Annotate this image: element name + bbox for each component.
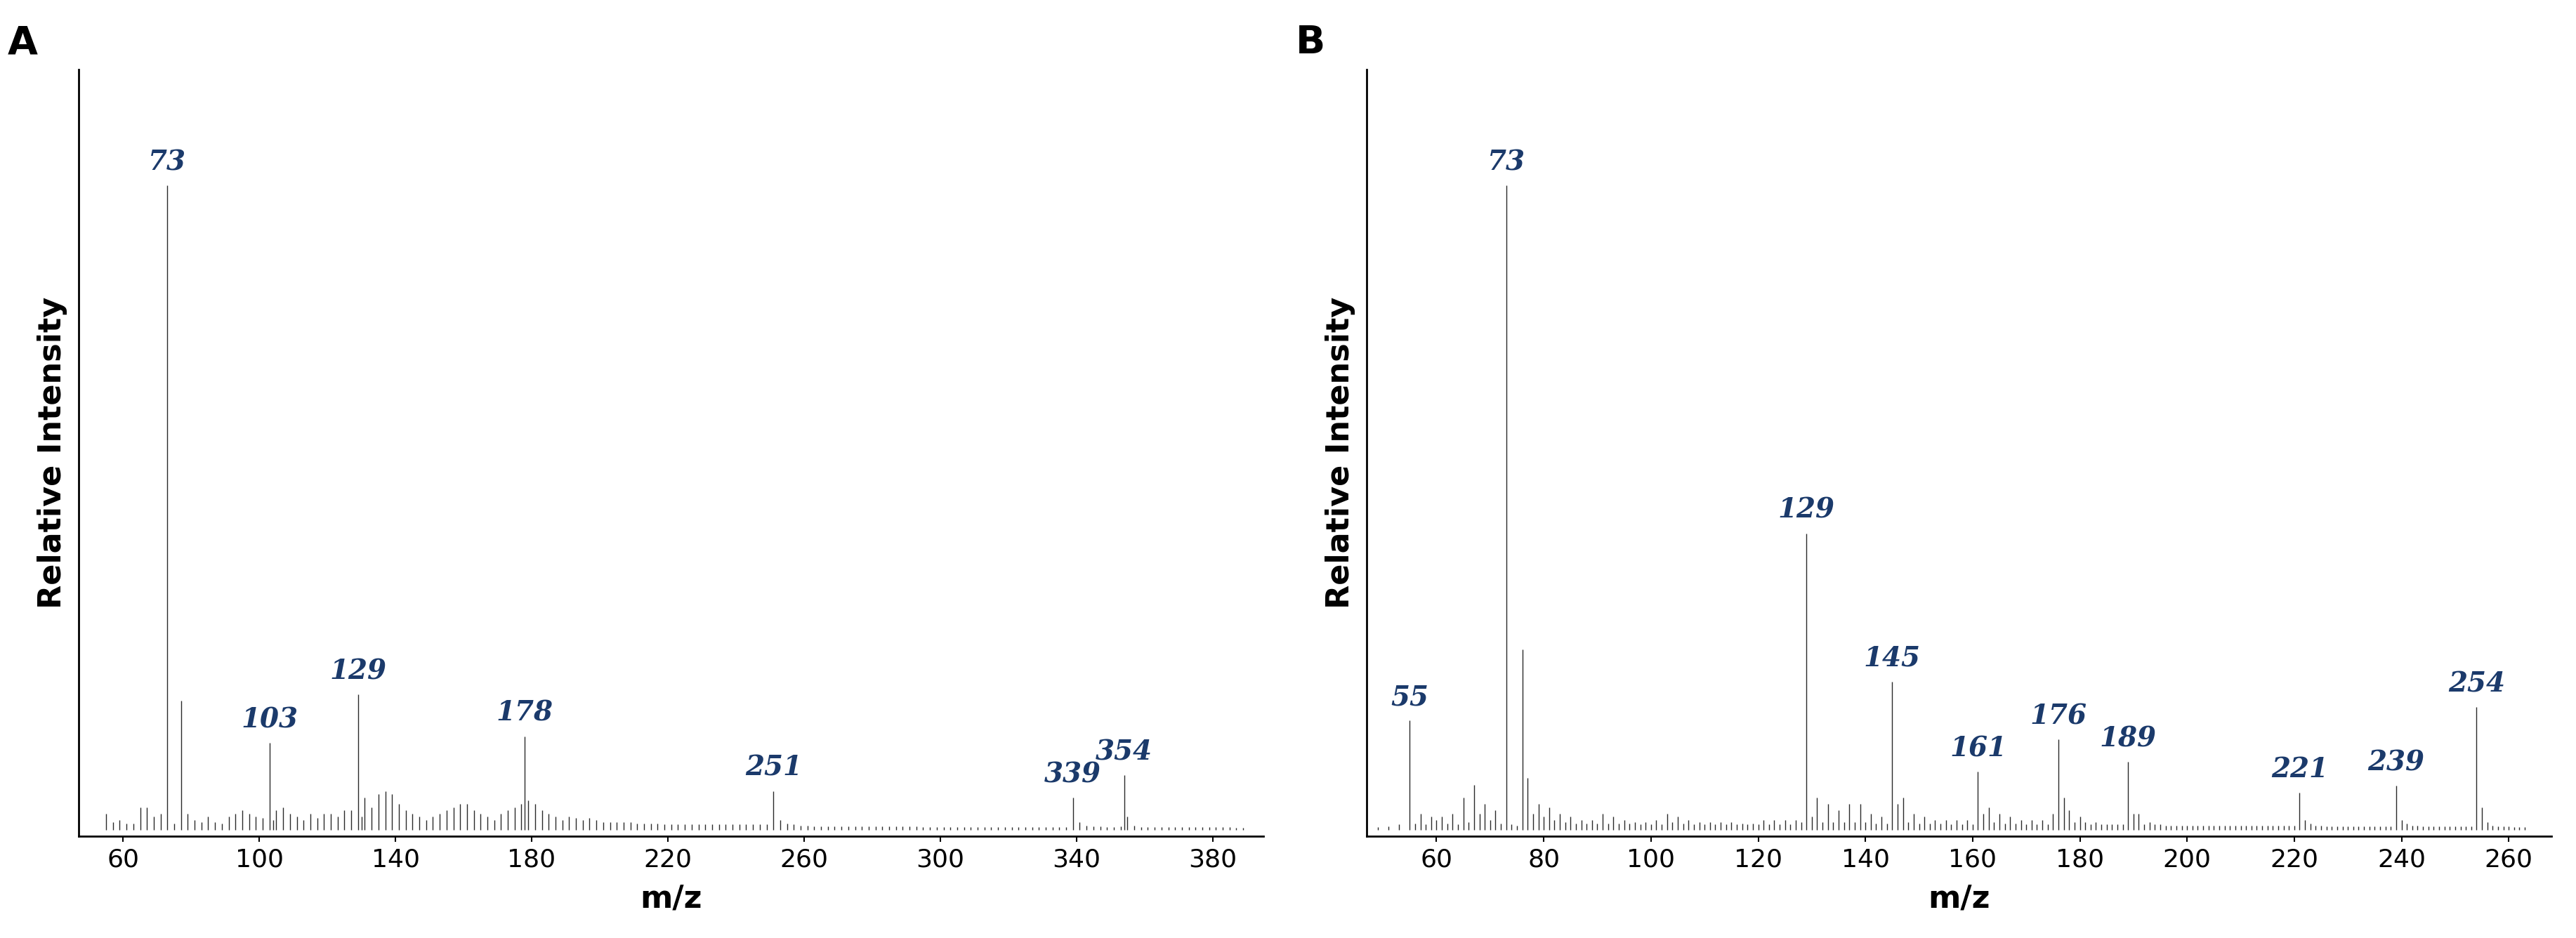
Text: 251: 251 [744, 755, 801, 781]
Text: 103: 103 [242, 706, 299, 734]
Text: 339: 339 [1043, 761, 1103, 788]
Y-axis label: Relative Intensity: Relative Intensity [36, 297, 67, 609]
Text: 129: 129 [330, 658, 386, 685]
Text: 221: 221 [2272, 756, 2329, 782]
Text: 254: 254 [2447, 671, 2504, 698]
Text: B: B [1296, 24, 1327, 62]
Text: 176: 176 [2030, 704, 2087, 730]
Text: A: A [8, 24, 39, 62]
Text: 55: 55 [1391, 684, 1430, 710]
Text: 129: 129 [1777, 497, 1834, 523]
Text: 73: 73 [149, 149, 185, 175]
Text: 239: 239 [2367, 749, 2424, 777]
Text: 145: 145 [1865, 645, 1922, 672]
X-axis label: m/z: m/z [641, 884, 703, 914]
Y-axis label: Relative Intensity: Relative Intensity [1324, 297, 1355, 609]
Text: 73: 73 [1486, 149, 1525, 175]
Text: 189: 189 [2099, 726, 2156, 752]
Text: 161: 161 [1950, 735, 2007, 762]
Text: 354: 354 [1095, 738, 1151, 765]
Text: 178: 178 [497, 700, 554, 727]
X-axis label: m/z: m/z [1929, 884, 1991, 914]
